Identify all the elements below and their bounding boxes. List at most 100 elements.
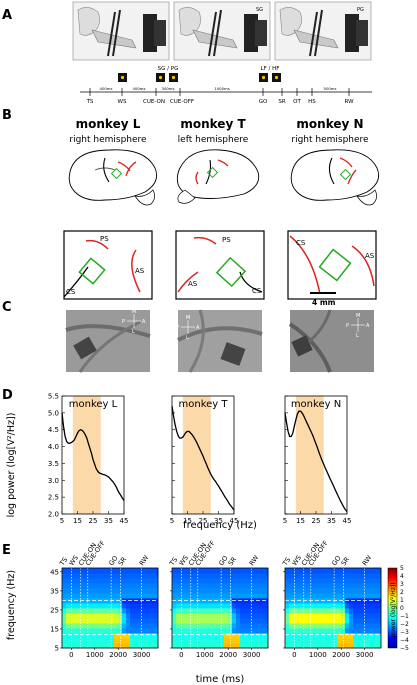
heatmap-cell bbox=[212, 638, 217, 644]
heatmap-cell bbox=[252, 608, 257, 614]
heatmap-cell bbox=[78, 623, 83, 629]
heatmap-cell bbox=[349, 578, 354, 584]
heatmap-cell bbox=[264, 633, 269, 639]
heatmap-cell bbox=[142, 638, 147, 644]
y-tick-label: 4.0 bbox=[48, 443, 59, 451]
heatmap-cell bbox=[252, 578, 257, 584]
heatmap-cell bbox=[365, 598, 370, 604]
duration-5: 500ms bbox=[324, 86, 337, 91]
heatmap-cell bbox=[188, 608, 193, 614]
heatmap-cell bbox=[244, 593, 249, 599]
heatmap-cell bbox=[301, 628, 306, 634]
heatmap-cell bbox=[224, 603, 229, 609]
heatmap-cell bbox=[102, 588, 107, 594]
heatmap-cell bbox=[154, 643, 159, 649]
heatmap-cell bbox=[90, 588, 95, 594]
heatmap-cell bbox=[240, 588, 245, 594]
heatmap-cell bbox=[184, 638, 189, 644]
heatmap-cell bbox=[297, 633, 302, 639]
heatmap-cell bbox=[102, 568, 107, 574]
heatmap-cell bbox=[337, 593, 342, 599]
heatmap-cell bbox=[224, 633, 229, 639]
heatmap-cell bbox=[130, 608, 135, 614]
heatmap-cell bbox=[305, 593, 310, 599]
heatmap-cell bbox=[369, 608, 374, 614]
heatmap-cell bbox=[305, 623, 310, 629]
heatmap-cell bbox=[126, 628, 131, 634]
heatmap-cell bbox=[70, 633, 75, 639]
timeline-durations: 400ms 400ms 300ms 1000ms 500ms bbox=[100, 86, 337, 91]
heatmap-cell bbox=[313, 613, 318, 619]
heatmap-cell bbox=[341, 568, 346, 574]
heatmap-cell bbox=[106, 623, 111, 629]
heatmap-cell bbox=[321, 578, 326, 584]
heatmap-cell bbox=[329, 618, 334, 624]
heatmap-cell bbox=[305, 578, 310, 584]
heatmap-cell bbox=[74, 623, 79, 629]
zoom-n-as: AS bbox=[365, 252, 375, 260]
heatmap-cell bbox=[377, 608, 382, 614]
task-photo-2: SG bbox=[173, 1, 271, 61]
heatmap-cell bbox=[264, 578, 269, 584]
heatmap-cell bbox=[138, 623, 143, 629]
duration-1: 400ms bbox=[100, 86, 113, 91]
y-tick-label: 15 bbox=[50, 625, 59, 633]
heatmap-cell bbox=[305, 633, 310, 639]
x-tick-label: 45 bbox=[230, 517, 239, 525]
heatmap-cell bbox=[102, 593, 107, 599]
heatmap-cell bbox=[78, 643, 83, 649]
heatmap-cell bbox=[232, 573, 237, 579]
heatmap-cell bbox=[285, 578, 290, 584]
spectrogram-ylabel: frequency (Hz) bbox=[6, 570, 17, 640]
heatmap-cell bbox=[365, 613, 370, 619]
heatmap-cell bbox=[150, 613, 155, 619]
heatmap-cell bbox=[106, 643, 111, 649]
heatmap-cell bbox=[337, 608, 342, 614]
spectrum-curve bbox=[171, 405, 235, 511]
heatmap-cell bbox=[78, 633, 83, 639]
heatmap-cell bbox=[172, 608, 177, 614]
heatmap-cell bbox=[321, 613, 326, 619]
heatmap-cell bbox=[345, 643, 350, 649]
heatmap-cell bbox=[365, 583, 370, 589]
heatmap-cell bbox=[240, 633, 245, 639]
heatmap-cell bbox=[264, 643, 269, 649]
heatmap-cell bbox=[337, 638, 342, 644]
heatmap-cell bbox=[176, 578, 181, 584]
heatmap-cell bbox=[228, 643, 233, 649]
heatmap-cell bbox=[293, 628, 298, 634]
heatmap-cell bbox=[309, 568, 314, 574]
heatmap-cell bbox=[301, 588, 306, 594]
heatmap-cell bbox=[329, 578, 334, 584]
heatmap-cell bbox=[172, 588, 177, 594]
spectrum-curve bbox=[284, 410, 348, 513]
heatmap-cell bbox=[220, 568, 225, 574]
photo-t-m: M bbox=[186, 315, 190, 321]
heatmap-cell bbox=[285, 603, 290, 609]
heatmap-cell bbox=[313, 568, 318, 574]
heatmap-cell bbox=[172, 623, 177, 629]
heatmap-cell bbox=[66, 573, 71, 579]
scalebar: 4 mm bbox=[310, 292, 336, 307]
heatmap-cell bbox=[208, 618, 213, 624]
heatmap-cell bbox=[309, 623, 314, 629]
heatmap-cell bbox=[216, 643, 221, 649]
heatmap-cell bbox=[134, 573, 139, 579]
zoom-box-t: PS AS CS bbox=[175, 230, 265, 300]
heatmap-cell bbox=[289, 573, 294, 579]
heatmap-cell bbox=[110, 588, 115, 594]
heatmap-cell bbox=[176, 618, 181, 624]
heatmap-cell bbox=[118, 588, 123, 594]
heatmap-cell bbox=[353, 598, 358, 604]
heatmap-cell bbox=[184, 603, 189, 609]
heatmap-cell bbox=[373, 638, 378, 644]
heatmap-cell bbox=[208, 643, 213, 649]
heatmap-cell bbox=[98, 643, 103, 649]
heatmap-cell bbox=[208, 578, 213, 584]
heatmap-cell bbox=[146, 588, 151, 594]
heatmap-cell bbox=[98, 603, 103, 609]
heatmap-cell bbox=[118, 633, 123, 639]
heatmap-cell bbox=[232, 643, 237, 649]
heatmap-cell bbox=[98, 613, 103, 619]
